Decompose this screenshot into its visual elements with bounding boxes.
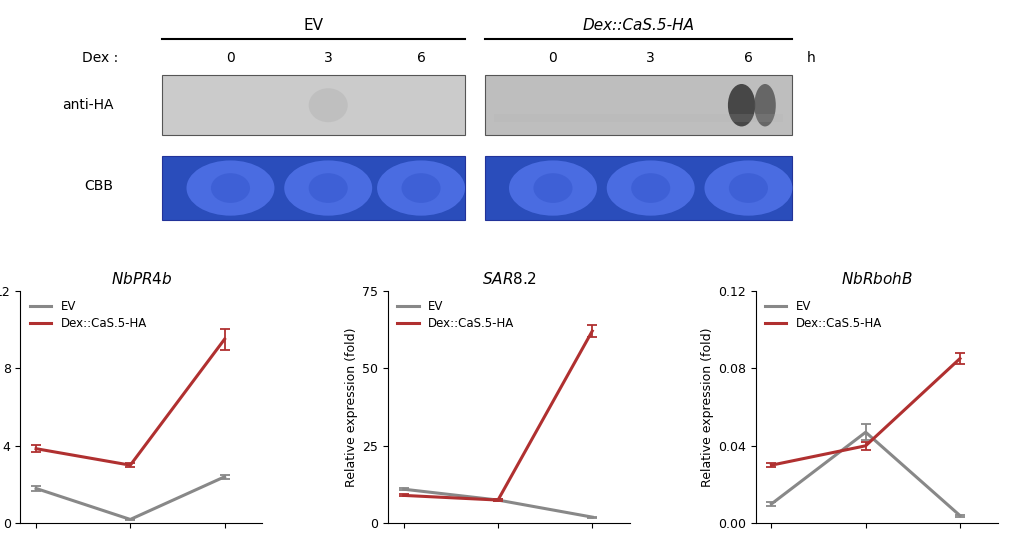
Bar bbox=[485, 75, 792, 135]
Y-axis label: Relative expression (fold): Relative expression (fold) bbox=[700, 327, 714, 487]
Ellipse shape bbox=[754, 84, 776, 127]
Legend: EV, Dex::CaS.5-HA: EV, Dex::CaS.5-HA bbox=[394, 296, 518, 333]
Ellipse shape bbox=[704, 160, 792, 216]
Legend: EV, Dex::CaS.5-HA: EV, Dex::CaS.5-HA bbox=[761, 296, 886, 333]
Bar bbox=[162, 156, 465, 220]
Text: 6: 6 bbox=[744, 51, 753, 66]
Bar bbox=[495, 114, 783, 122]
Bar bbox=[162, 75, 465, 135]
Text: anti-HA: anti-HA bbox=[62, 98, 113, 112]
Text: 0: 0 bbox=[226, 51, 235, 66]
Ellipse shape bbox=[533, 173, 572, 203]
Title: $\it{NbRbohB}$: $\it{NbRbohB}$ bbox=[841, 271, 912, 287]
Title: $\it{NbPR4b}$: $\it{NbPR4b}$ bbox=[111, 271, 172, 287]
Title: $\it{SAR8.2}$: $\it{SAR8.2}$ bbox=[482, 271, 536, 287]
Text: 3: 3 bbox=[646, 51, 655, 66]
Text: Dex::CaS.5-HA: Dex::CaS.5-HA bbox=[582, 18, 694, 33]
Ellipse shape bbox=[631, 173, 670, 203]
Ellipse shape bbox=[401, 173, 441, 203]
Ellipse shape bbox=[509, 160, 597, 216]
Ellipse shape bbox=[186, 160, 275, 216]
Bar bbox=[485, 156, 792, 220]
Text: EV: EV bbox=[303, 18, 324, 33]
Text: CBB: CBB bbox=[84, 179, 113, 193]
Ellipse shape bbox=[284, 160, 373, 216]
Legend: EV, Dex::CaS.5-HA: EV, Dex::CaS.5-HA bbox=[26, 296, 151, 333]
Ellipse shape bbox=[308, 88, 348, 122]
Ellipse shape bbox=[728, 84, 755, 127]
Text: h: h bbox=[807, 51, 815, 66]
Text: 3: 3 bbox=[324, 51, 333, 66]
Ellipse shape bbox=[308, 173, 348, 203]
Text: Dex :: Dex : bbox=[81, 51, 118, 66]
Y-axis label: Relative expression (fold): Relative expression (fold) bbox=[345, 327, 358, 487]
Text: 6: 6 bbox=[416, 51, 426, 66]
Ellipse shape bbox=[377, 160, 465, 216]
Ellipse shape bbox=[729, 173, 768, 203]
Ellipse shape bbox=[607, 160, 694, 216]
Ellipse shape bbox=[211, 173, 250, 203]
Text: 0: 0 bbox=[549, 51, 557, 66]
